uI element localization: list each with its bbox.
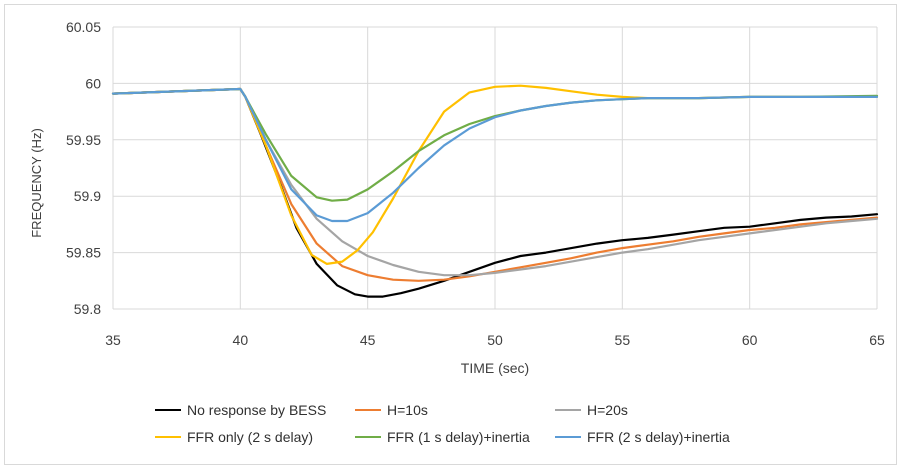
legend-swatch [355, 436, 381, 438]
legend-swatch [555, 409, 581, 411]
legend-swatch [155, 436, 181, 438]
y-tick-label: 59.8 [74, 301, 101, 317]
x-tick-label: 55 [615, 332, 631, 348]
y-tick-label: 59.85 [66, 245, 101, 261]
legend-label: No response by BESS [187, 402, 327, 418]
legend-item-ffr-2-s-delay-inertia: FFR (2 s delay)+inertia [555, 426, 730, 448]
legend-label: H=10s [387, 402, 428, 418]
x-tick-label: 40 [233, 332, 249, 348]
series-line-no-response-by-bess [111, 87, 879, 298]
legend-label: FFR only (2 s delay) [187, 429, 314, 445]
gridlines [112, 26, 878, 310]
line-chart: 59.8 59.85 59.9 59.95 60 60.05 35 40 45 50 55 60 65… [29, 19, 885, 376]
legend-swatch [155, 409, 181, 411]
x-tick-labels: 35 40 45 50 55 60 65 [105, 332, 885, 348]
legend-label: FFR (1 s delay)+inertia [387, 429, 530, 445]
y-tick-labels: 59.8 59.85 59.9 59.95 60 60.05 [66, 19, 101, 317]
legend: No response by BESS H=10s H=20s FFR only (2… [155, 399, 855, 459]
y-axis-label: FREQUENCY (Hz) [29, 128, 44, 238]
legend-label: H=20s [587, 402, 628, 418]
x-tick-label: 60 [742, 332, 758, 348]
series-lines [111, 84, 879, 298]
legend-swatch [355, 409, 381, 411]
y-tick-label: 60.05 [66, 19, 101, 35]
legend-item-ffr-only-2-s-delay: FFR only (2 s delay) [155, 426, 313, 448]
series-line-h-10s [111, 87, 879, 282]
legend-item-h-10s: H=10s [355, 399, 428, 421]
chart-frame: 59.8 59.85 59.9 59.95 60 60.05 35 40 45 50 55 60 65… [4, 4, 897, 465]
legend-swatch [555, 436, 581, 438]
legend-item-h-20s: H=20s [555, 399, 628, 421]
x-tick-label: 50 [487, 332, 503, 348]
x-tick-label: 45 [360, 332, 376, 348]
y-tick-label: 60 [85, 75, 101, 91]
y-tick-label: 59.95 [66, 132, 101, 148]
y-tick-label: 59.9 [74, 188, 101, 204]
legend-label: FFR (2 s delay)+inertia [587, 429, 730, 445]
x-axis-label: TIME (sec) [461, 360, 529, 376]
legend-item-ffr-1-s-delay-inertia: FFR (1 s delay)+inertia [355, 426, 530, 448]
x-tick-label: 35 [105, 332, 121, 348]
x-tick-label: 65 [869, 332, 885, 348]
legend-item-no-response-by-bess: No response by BESS [155, 399, 326, 421]
series-line-ffr-2-s-delay-inertia [111, 87, 879, 223]
